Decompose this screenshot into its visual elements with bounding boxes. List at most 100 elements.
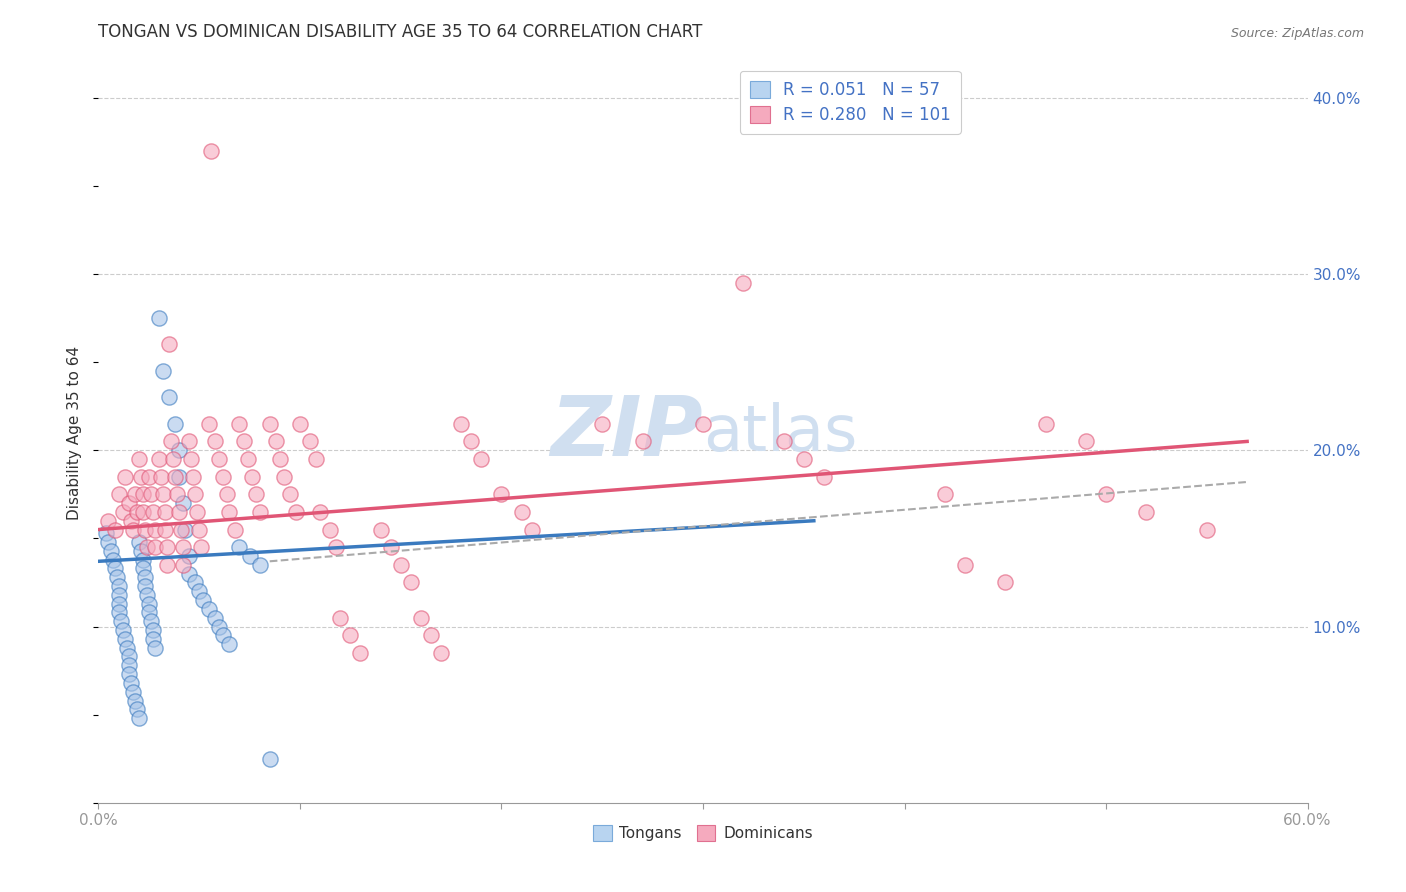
Point bbox=[186, 505, 208, 519]
Point bbox=[143, 640, 166, 655]
Point bbox=[793, 452, 815, 467]
Point bbox=[172, 540, 194, 554]
Point bbox=[240, 469, 263, 483]
Point bbox=[184, 487, 207, 501]
Point bbox=[228, 417, 250, 431]
Point bbox=[193, 593, 215, 607]
Point bbox=[148, 452, 170, 467]
Point bbox=[124, 693, 146, 707]
Point bbox=[218, 637, 240, 651]
Legend: Tongans, Dominicans: Tongans, Dominicans bbox=[588, 819, 818, 847]
Point bbox=[103, 561, 125, 575]
Point bbox=[184, 575, 207, 590]
Point bbox=[107, 588, 129, 602]
Point bbox=[934, 487, 956, 501]
Point bbox=[259, 417, 281, 431]
Point bbox=[188, 584, 211, 599]
Point bbox=[204, 434, 226, 449]
Point bbox=[114, 632, 136, 646]
Point bbox=[138, 597, 160, 611]
Point bbox=[224, 523, 246, 537]
Point bbox=[259, 752, 281, 766]
Point bbox=[97, 535, 120, 549]
Point bbox=[142, 632, 165, 646]
Point bbox=[217, 487, 239, 501]
Point bbox=[329, 610, 352, 624]
Point bbox=[129, 543, 152, 558]
Point bbox=[153, 505, 176, 519]
Point bbox=[100, 543, 122, 558]
Point bbox=[218, 505, 240, 519]
Point bbox=[319, 523, 342, 537]
Point bbox=[148, 311, 170, 326]
Point bbox=[128, 711, 150, 725]
Point bbox=[190, 540, 212, 554]
Point bbox=[994, 575, 1017, 590]
Point bbox=[491, 487, 513, 501]
Point bbox=[120, 514, 142, 528]
Point bbox=[380, 540, 402, 554]
Point bbox=[370, 523, 392, 537]
Point bbox=[107, 606, 129, 620]
Point bbox=[264, 434, 287, 449]
Point bbox=[198, 602, 221, 616]
Point bbox=[156, 540, 179, 554]
Point bbox=[172, 558, 194, 572]
Point bbox=[399, 575, 422, 590]
Point bbox=[142, 623, 165, 637]
Point bbox=[125, 505, 148, 519]
Point bbox=[132, 552, 155, 566]
Point bbox=[181, 469, 204, 483]
Point bbox=[305, 452, 328, 467]
Point bbox=[208, 452, 231, 467]
Point bbox=[299, 434, 322, 449]
Point bbox=[273, 469, 295, 483]
Point bbox=[167, 443, 190, 458]
Point bbox=[450, 417, 472, 431]
Point bbox=[174, 523, 197, 537]
Point bbox=[180, 452, 202, 467]
Point bbox=[249, 505, 271, 519]
Point bbox=[143, 523, 166, 537]
Point bbox=[138, 469, 160, 483]
Point bbox=[170, 523, 193, 537]
Point bbox=[1074, 434, 1097, 449]
Point bbox=[179, 566, 201, 581]
Point bbox=[1135, 505, 1157, 519]
Point bbox=[153, 523, 176, 537]
Point bbox=[142, 505, 165, 519]
Point bbox=[121, 523, 143, 537]
Point bbox=[520, 523, 543, 537]
Point bbox=[138, 606, 160, 620]
Point bbox=[135, 540, 157, 554]
Point bbox=[118, 667, 141, 681]
Point bbox=[188, 523, 211, 537]
Point bbox=[239, 549, 262, 563]
Point bbox=[1095, 487, 1118, 501]
Point bbox=[124, 487, 146, 501]
Point bbox=[163, 417, 186, 431]
Point bbox=[430, 646, 453, 660]
Point bbox=[470, 452, 492, 467]
Point bbox=[1035, 417, 1057, 431]
Point bbox=[101, 552, 124, 566]
Point bbox=[160, 434, 183, 449]
Point bbox=[1195, 523, 1218, 537]
Text: ZIP: ZIP bbox=[550, 392, 703, 473]
Point bbox=[125, 702, 148, 716]
Text: atlas: atlas bbox=[703, 401, 858, 464]
Point bbox=[339, 628, 361, 642]
Point bbox=[631, 434, 654, 449]
Text: Source: ZipAtlas.com: Source: ZipAtlas.com bbox=[1230, 27, 1364, 40]
Point bbox=[212, 628, 235, 642]
Point bbox=[111, 623, 134, 637]
Point bbox=[212, 469, 235, 483]
Point bbox=[288, 417, 311, 431]
Point bbox=[198, 417, 221, 431]
Point bbox=[167, 505, 190, 519]
Point bbox=[325, 540, 347, 554]
Point bbox=[114, 469, 136, 483]
Point bbox=[692, 417, 714, 431]
Point bbox=[349, 646, 371, 660]
Point bbox=[152, 364, 174, 378]
